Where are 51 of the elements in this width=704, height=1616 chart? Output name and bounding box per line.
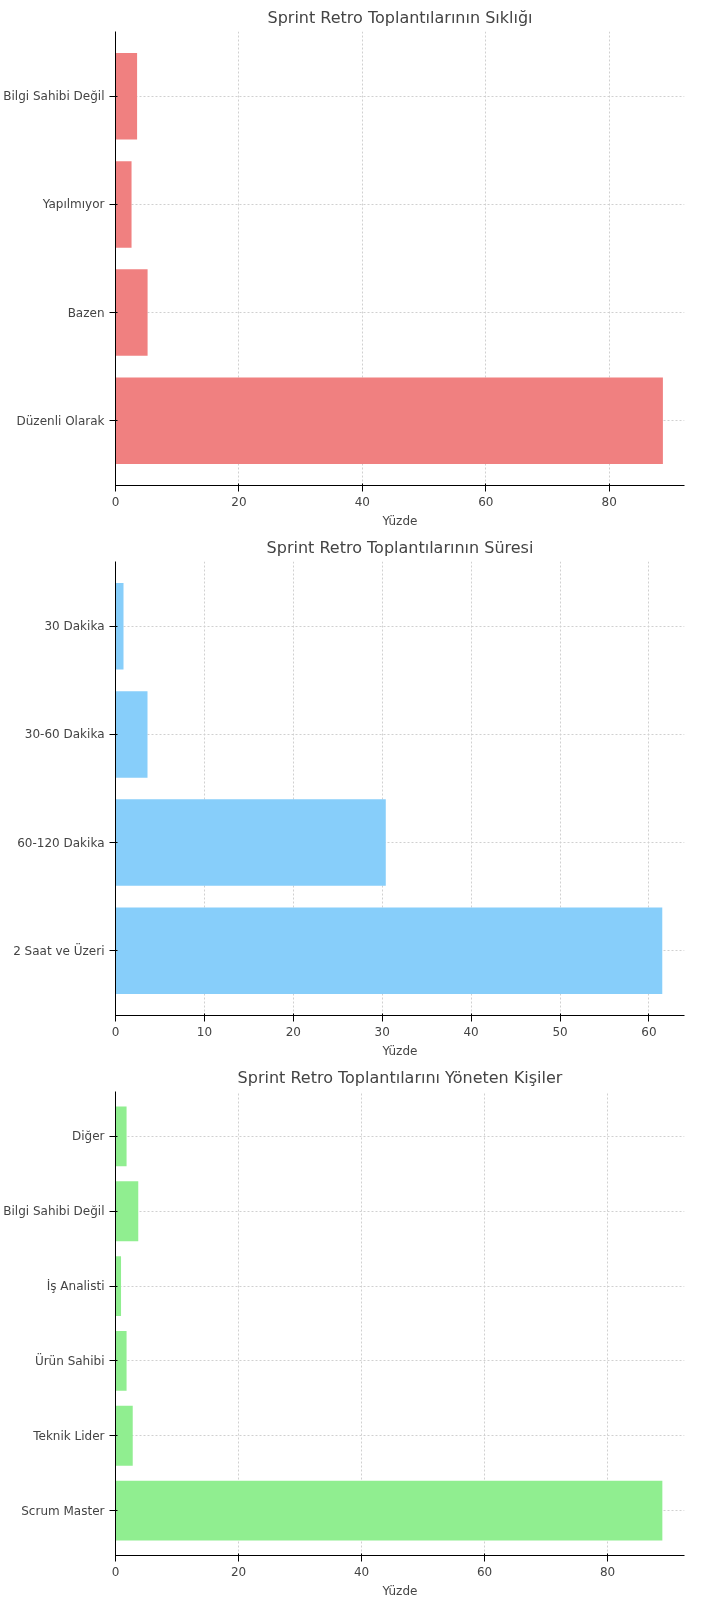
x-tick-label: 60 [476, 1564, 493, 1579]
x-tick-label: 0 [111, 1024, 120, 1039]
x-tick-label: 40 [354, 494, 370, 509]
y-tick-label: Scrum Master [21, 1503, 105, 1518]
bar [115, 1181, 139, 1242]
x-axis-title: Yüzde [381, 1583, 418, 1598]
x-tick-label: 40 [353, 1564, 370, 1579]
x-tick-label: 80 [599, 1564, 616, 1579]
y-tick-label: 2 Saat ve Üzeri [13, 941, 105, 958]
x-tick-label: 40 [463, 1024, 479, 1039]
x-axis-title: Yüzde [381, 513, 418, 528]
y-tick-label: 30 Dakika [44, 619, 105, 634]
y-tick-label: Bilgi Sahibi Değil [3, 1204, 105, 1219]
y-tick-label: İş Analisti [46, 1278, 105, 1294]
x-tick-label: 60 [641, 1024, 657, 1039]
bar [115, 1480, 663, 1541]
bar [115, 53, 138, 140]
bar [115, 907, 663, 994]
x-tick-label: 20 [230, 1564, 247, 1579]
bar [115, 799, 386, 886]
x-tick-label: 0 [111, 494, 120, 509]
bar [115, 1256, 122, 1317]
bar [115, 1330, 127, 1391]
x-tick-label: 20 [285, 1024, 301, 1039]
bar [115, 161, 132, 248]
y-tick-label: Bazen [67, 305, 105, 320]
x-tick-label: 80 [601, 494, 617, 509]
x-tick-label: 60 [478, 494, 494, 509]
y-tick-label: Düzenli Olarak [16, 413, 105, 428]
y-tick-label: Diğer [71, 1129, 105, 1144]
bar [115, 583, 124, 670]
bar [115, 691, 148, 778]
x-tick-label: 30 [374, 1024, 390, 1039]
x-tick-label: 10 [196, 1024, 213, 1039]
chart-title: Sprint Retro Toplantılarını Yöneten Kişiler [237, 1067, 563, 1087]
x-tick-label: 0 [111, 1564, 120, 1579]
bar [115, 377, 663, 464]
bar [115, 269, 148, 356]
chart-title: Sprint Retro Toplantılarının Sıklığı [267, 7, 533, 27]
y-tick-label: 60-120 Dakika [17, 835, 105, 850]
y-tick-label: Teknik Lider [32, 1428, 105, 1443]
x-axis-title: Yüzde [381, 1043, 418, 1058]
y-tick-label: 30-60 Dakika [24, 727, 105, 742]
y-tick-label: Yapılmıyor [41, 197, 105, 212]
bar [115, 1405, 133, 1466]
chart-title: Sprint Retro Toplantılarının Süresi [266, 537, 534, 557]
y-tick-label: Ürün Sahibi [34, 1351, 105, 1368]
y-tick-label: Bilgi Sahibi Değil [3, 89, 105, 104]
x-tick-label: 20 [231, 494, 247, 509]
bar [115, 1106, 127, 1167]
x-tick-label: 50 [552, 1024, 568, 1039]
